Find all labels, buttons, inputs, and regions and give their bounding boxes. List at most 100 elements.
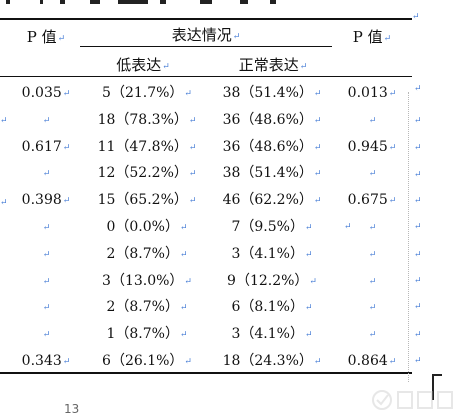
- cell-p-value-right: 0.864↵: [347, 353, 397, 369]
- paragraph-mark-icon: ↵: [313, 357, 322, 367]
- paragraph-mark-icon: ↵: [299, 62, 308, 72]
- cropped-text-line: [0, 0, 300, 6]
- watermark-logo-icon: [372, 390, 453, 410]
- margin-guide-line: [408, 92, 409, 382]
- paragraph-mark-icon: ↵: [368, 277, 377, 287]
- paragraph-mark-icon: ↵: [414, 330, 422, 340]
- paragraph-mark-icon: ↵: [414, 116, 422, 126]
- page-number: 13: [64, 402, 80, 416]
- header-low-expression: 低表达↵: [116, 56, 170, 74]
- paragraph-mark-icon: ↵: [388, 357, 397, 367]
- cell-low-expression: 2（8.7%）↵: [106, 246, 188, 262]
- paragraph-mark-icon: ↵: [184, 357, 192, 367]
- cell-low-expression: 12（52.2%）↵: [97, 165, 197, 181]
- header-p-value-right: P 值↵: [352, 28, 392, 46]
- paragraph-mark-icon: ↵: [184, 89, 192, 99]
- paragraph-mark-icon: ↵: [188, 116, 197, 126]
- paragraph-mark-icon: ↵: [414, 84, 422, 94]
- cell-normal-expression: 3（4.1%）↵: [231, 326, 313, 342]
- group-header-rule: [80, 46, 332, 47]
- cell-normal-expression: 18（24.3%）↵: [222, 353, 322, 369]
- paragraph-mark-icon: ↵: [388, 143, 397, 153]
- paragraph-mark-icon: ↵: [313, 196, 322, 206]
- cell-normal-expression: 36（48.6%）↵: [222, 139, 322, 155]
- paragraph-mark-icon: ↵: [414, 356, 422, 366]
- cell-p-value: ↵: [42, 245, 51, 264]
- cell-normal-expression: 36（48.6%）↵: [222, 112, 322, 128]
- cell-p-value-right: ↵: [368, 325, 377, 344]
- paragraph-mark-icon: ↵: [42, 277, 51, 287]
- paragraph-mark-icon: ↵: [188, 143, 197, 153]
- paragraph-mark-icon: ↵: [62, 357, 71, 367]
- paragraph-mark-icon: ↵: [0, 198, 8, 208]
- paragraph-mark-icon: ↵: [414, 196, 422, 206]
- paragraph-mark-icon: ↵: [414, 222, 422, 232]
- cell-normal-expression: 6（8.1%）↵: [231, 299, 313, 315]
- paragraph-mark-icon: ↵: [42, 169, 51, 179]
- cell-normal-expression: 9（12.2%）↵: [227, 273, 317, 289]
- cell-p-value-right: ↵: [368, 245, 377, 264]
- paragraph-mark-icon: ↵: [179, 223, 188, 233]
- paragraph-mark-icon: ↵: [368, 169, 377, 179]
- cell-p-value-right: ↵: [368, 272, 377, 291]
- paragraph-mark-icon: ↵: [62, 143, 71, 153]
- table-bottom-rule: [0, 372, 412, 374]
- cell-low-expression: 6（26.1%）↵: [102, 353, 192, 369]
- page-corner-mark: [432, 374, 442, 400]
- paragraph-mark-icon: ↵: [388, 89, 397, 99]
- cell-p-value: ↵: [42, 325, 51, 344]
- paragraph-mark-icon: ↵: [368, 116, 377, 126]
- paragraph-mark-icon: ↵: [179, 250, 188, 260]
- paragraph-mark-icon: ↵: [188, 196, 197, 206]
- header-normal-expression: 正常表达↵: [238, 56, 308, 74]
- cell-normal-expression: 38（51.4%）↵: [222, 85, 322, 101]
- paragraph-mark-icon: ↵: [179, 330, 188, 340]
- paragraph-mark-icon: ↵: [162, 62, 170, 72]
- header-expression-group: 表达情况↵: [171, 26, 241, 44]
- cell-p-value-right: 0.675↵: [347, 192, 397, 208]
- cell-p-value-right: ↵: [368, 164, 377, 183]
- cell-normal-expression: 38（51.4%）↵: [222, 165, 322, 181]
- paragraph-mark-icon: ↵: [232, 32, 241, 42]
- paragraph-mark-icon: ↵: [42, 303, 51, 313]
- paragraph-mark-icon: ↵: [313, 169, 322, 179]
- paragraph-mark-icon: ↵: [42, 250, 51, 260]
- paragraph-mark-icon: ↵: [42, 116, 51, 126]
- paragraph-mark-icon: ↵: [368, 250, 377, 260]
- cell-p-value: ↵: [42, 111, 51, 130]
- cell-p-value: ↵: [42, 218, 51, 237]
- cell-low-expression: 11（47.8%）↵: [97, 139, 197, 155]
- cell-p-value-right: 0.013↵: [347, 85, 397, 101]
- paragraph-mark-icon: ↵: [412, 12, 420, 22]
- paragraph-mark-icon: ↵: [313, 116, 322, 126]
- paragraph-mark-icon: ↵: [304, 223, 313, 233]
- paragraph-mark-icon: ↵: [313, 143, 322, 153]
- paragraph-mark-icon: ↵: [304, 330, 313, 340]
- cell-low-expression: 15（65.2%）↵: [97, 192, 197, 208]
- paragraph-mark-icon: ↵: [368, 303, 377, 313]
- paragraph-mark-icon: ↵: [383, 34, 392, 44]
- paragraph-mark-icon: ↵: [42, 223, 51, 233]
- paragraph-mark-icon: ↵: [414, 276, 422, 286]
- cell-p-value: 0.617↵: [21, 139, 71, 155]
- cell-low-expression: 1（8.7%）↵: [106, 326, 188, 342]
- cell-p-value-right: ↵: [368, 218, 377, 237]
- paragraph-mark-icon: ↵: [62, 196, 71, 206]
- paragraph-mark-icon: ↵: [313, 89, 322, 99]
- paragraph-mark-icon: ↵: [184, 277, 192, 287]
- paragraph-mark-icon: ↵: [414, 170, 422, 180]
- cell-low-expression: 2（8.7%）↵: [106, 299, 188, 315]
- paragraph-mark-icon: ↵: [42, 330, 51, 340]
- cell-normal-expression: 3（4.1%）↵: [231, 246, 313, 262]
- cell-p-value: 0.035↵: [21, 85, 71, 101]
- cell-low-expression: 18（78.3%）↵: [97, 112, 197, 128]
- cell-p-value: 0.343↵: [21, 353, 71, 369]
- header-p-value: P 值↵: [26, 28, 66, 46]
- paragraph-mark-icon: ↵: [179, 303, 188, 313]
- table-header-bottom-rule: [0, 76, 412, 77]
- paragraph-mark-icon: ↵: [368, 330, 377, 340]
- cell-low-expression: 0（0.0%）↵: [106, 219, 188, 235]
- paragraph-mark-icon: ↵: [188, 169, 197, 179]
- paragraph-mark-icon: ↵: [344, 222, 352, 232]
